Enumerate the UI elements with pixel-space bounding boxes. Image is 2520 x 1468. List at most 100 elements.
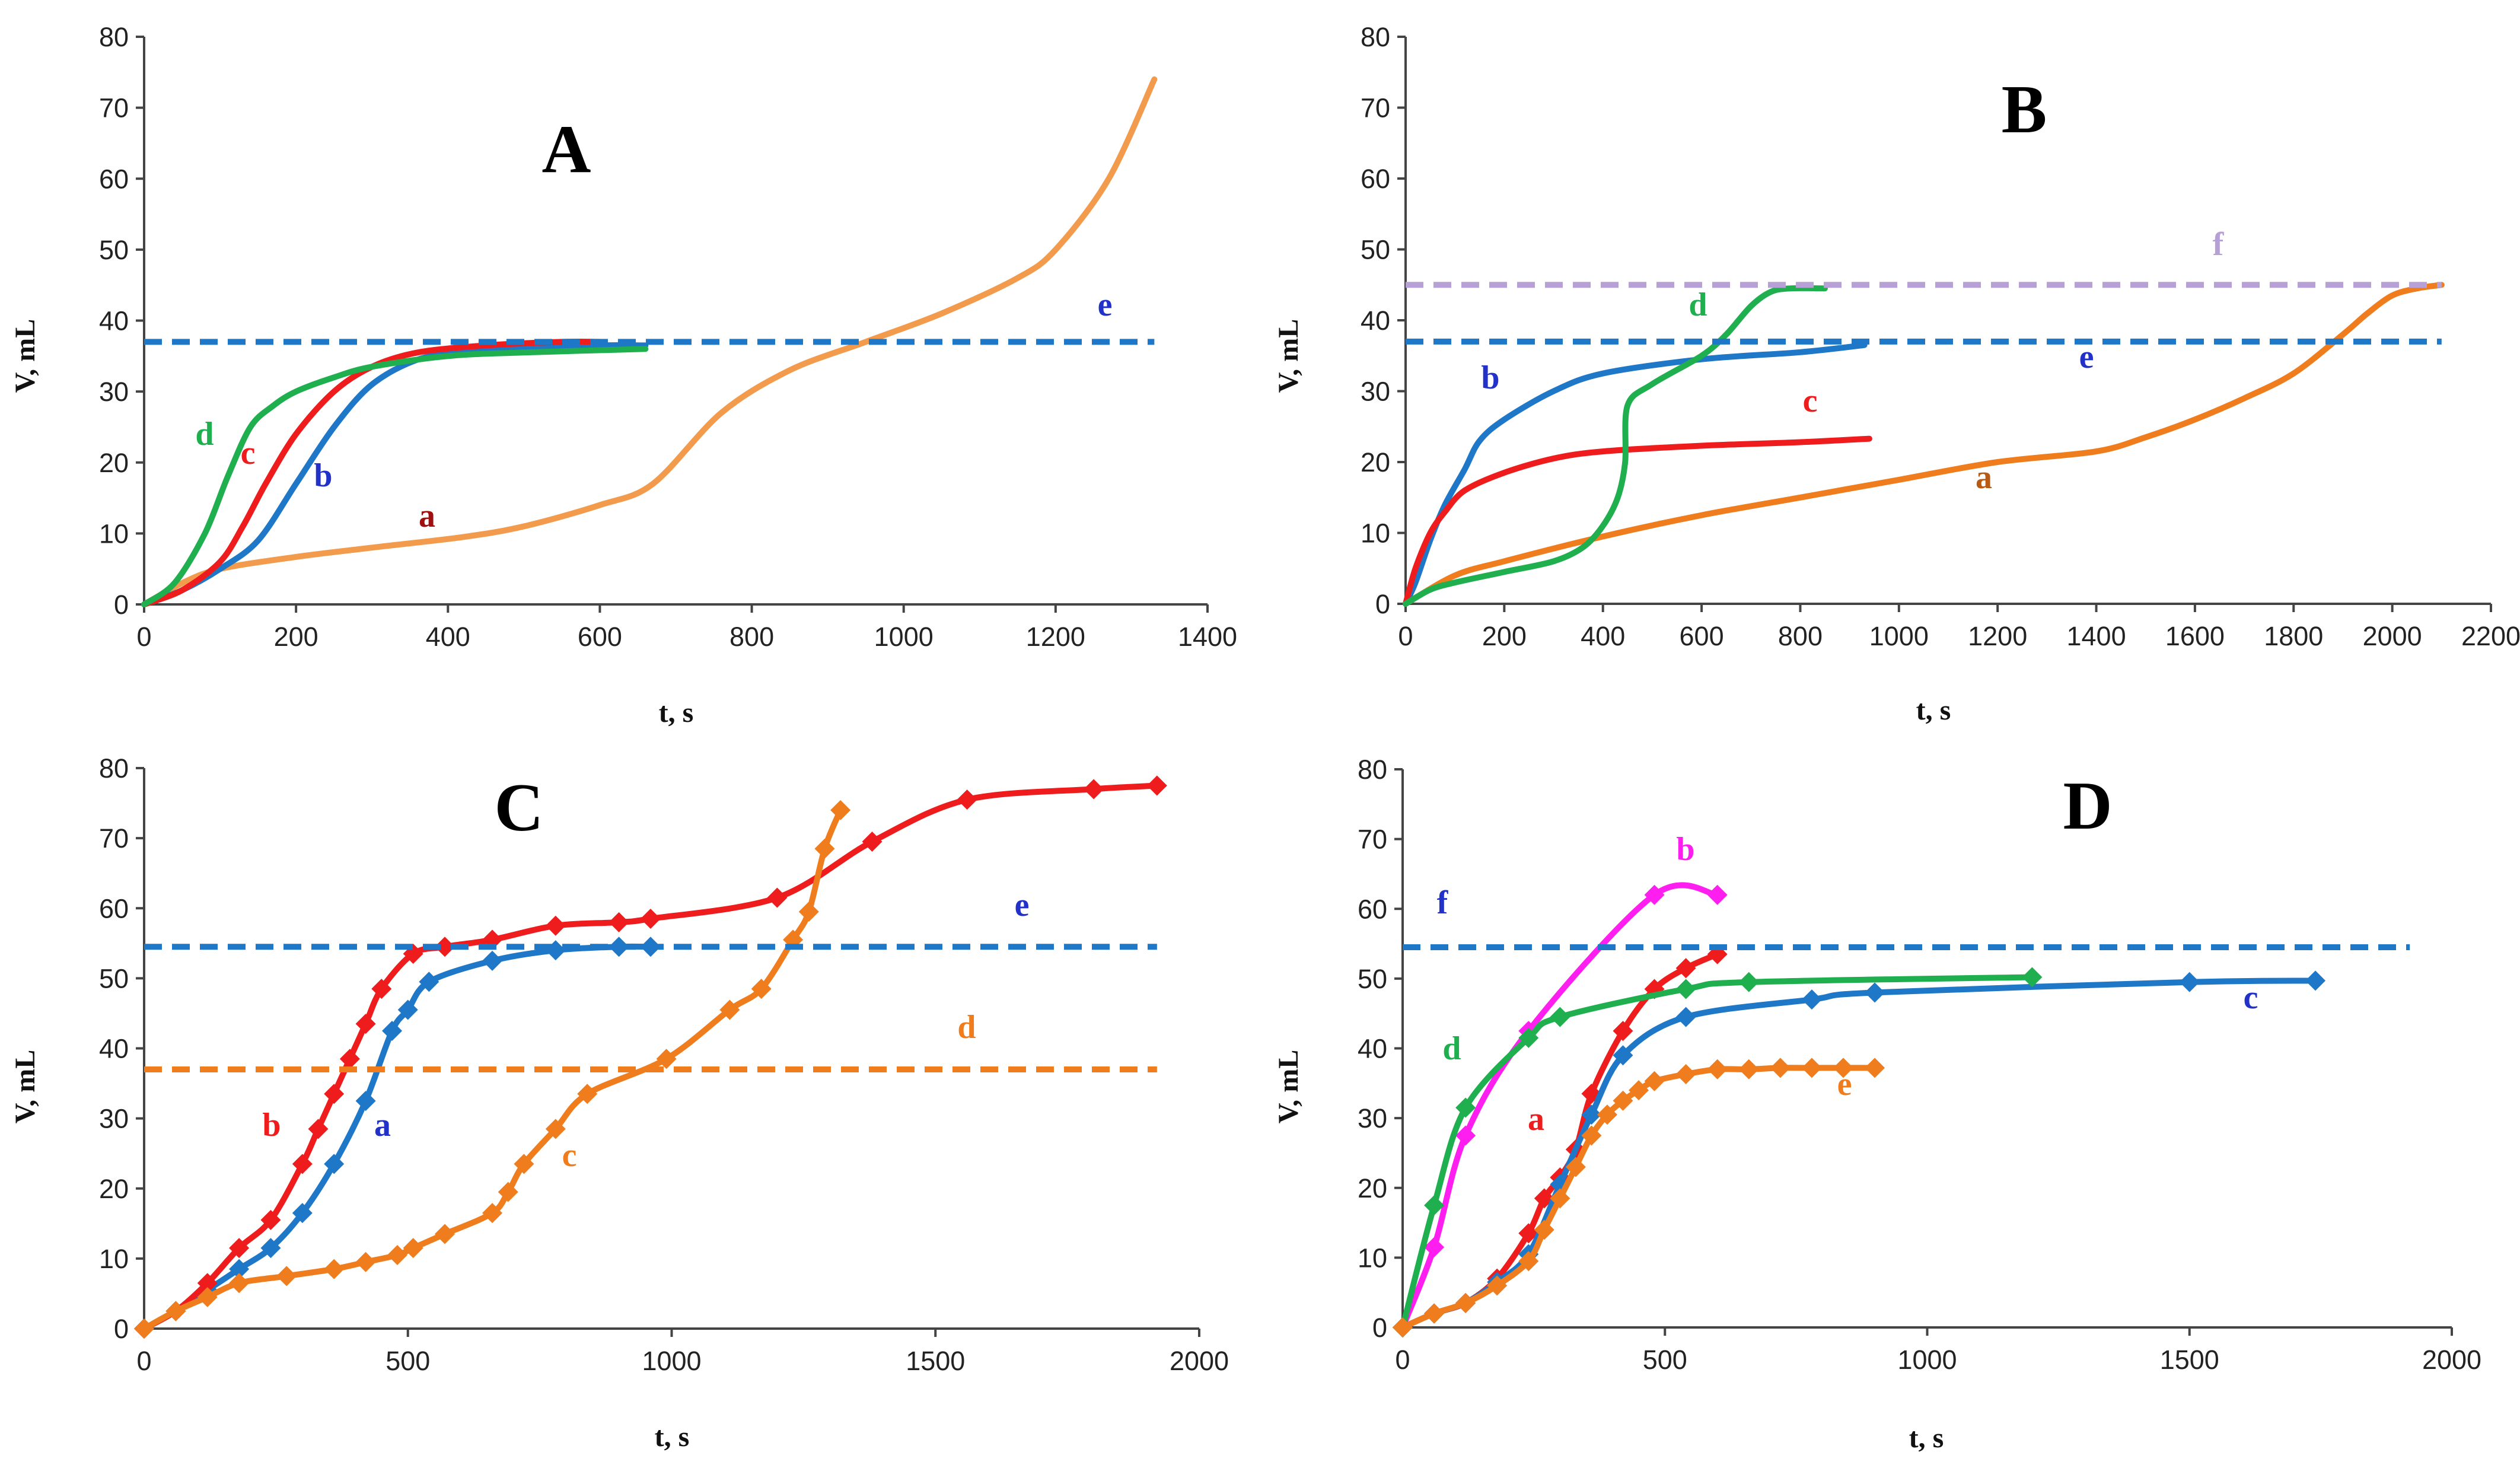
x-tick-label: 2200 [2461,621,2520,651]
data-point [1424,1303,1445,1324]
data-point [1534,1219,1554,1240]
y-tick-label: 40 [99,1034,129,1064]
y-tick-label: 70 [99,93,129,123]
y-tick-label: 70 [1361,93,1390,123]
data-point [308,1119,329,1139]
data-point [1644,884,1665,905]
data-point [830,800,851,820]
data-point [403,1238,423,1259]
series-label: e [1098,286,1113,323]
data-point [545,1119,566,1139]
data-point [397,999,418,1020]
x-tick-label: 2000 [1170,1346,1229,1376]
data-point [514,1154,534,1174]
x-tick-label: 200 [1482,621,1527,651]
data-point [1518,1027,1539,1048]
x-tick-label: 400 [426,622,470,652]
data-point [2179,972,2200,992]
data-point [498,1182,518,1202]
data-point [656,1049,677,1069]
data-point [767,887,788,908]
x-axis-label: t, s [1916,695,1951,726]
data-point [751,979,772,999]
x-tick-label: 500 [1643,1345,1687,1375]
data-point [957,789,977,810]
y-axis-label: V, mL [9,1050,41,1123]
series-f: f [1403,884,2410,950]
data-point [1597,1104,1617,1125]
data-point [355,1252,376,1272]
data-point [1707,884,1728,905]
data-point [862,832,883,852]
series-e: e [144,887,1157,950]
panel-title: A [541,112,591,187]
data-point [1833,1058,1853,1078]
axes: 0 10 20 30 40 50 60 70 80 0 500 1000 1500 2000 [1358,754,2481,1375]
series-b: b [1393,831,1728,1338]
series-line [1403,285,1828,607]
x-tick-label: 1800 [2264,621,2323,651]
x-tick-label: 1500 [2160,1345,2219,1375]
y-tick-label: 30 [1358,1103,1387,1133]
data-point [609,912,629,932]
data-point [1644,1071,1665,1091]
data-point [1518,1223,1539,1244]
series-a: a [1403,282,2445,607]
y-tick-label: 80 [99,753,129,784]
series-a: a [141,76,1158,607]
panel-title: B [2002,72,2047,147]
data-point [1518,1251,1539,1272]
y-tick-label: 50 [99,963,129,993]
panel-c: V, mL t, s C 0 10 20 30 40 50 60 70 80 0 500 1000 15… [9,753,1229,1453]
data-point [1738,972,1759,992]
data-point [1581,1104,1602,1125]
data-point [1565,1157,1586,1177]
y-tick-label: 30 [99,1104,129,1134]
x-tick-label: 200 [274,622,318,652]
data-point [229,1273,250,1294]
series-e: e [1406,338,2442,375]
data-point [2305,970,2326,991]
y-tick-label: 60 [1358,894,1387,924]
x-tick-label: 2000 [2363,621,2422,651]
data-point [482,950,503,971]
y-axis-label: V, mL [1273,319,1304,393]
y-tick-label: 10 [1361,518,1390,549]
y-tick-label: 0 [1372,1313,1387,1343]
data-point [2022,967,2043,988]
data-point [1613,1045,1633,1066]
series-label: b [1481,359,1499,396]
y-tick-label: 30 [99,377,129,407]
x-axis-label: t, s [1909,1422,1944,1454]
data-point [1865,1058,1885,1078]
series-d: d [144,1009,1157,1072]
y-tick-label: 20 [1358,1173,1387,1203]
data-point [1550,1007,1570,1027]
series-line [1403,342,1868,607]
series-label: b [1676,831,1694,868]
data-point [719,999,740,1020]
series-label: d [1442,1030,1461,1067]
series-label: d [957,1009,976,1046]
series-label: f [1437,884,1449,921]
series-line [1400,882,1721,1330]
data-point [1455,1097,1476,1118]
y-tick-label: 50 [1361,235,1390,265]
series-label: b [314,457,332,494]
y-tick-label: 0 [114,1314,129,1344]
x-tick-label: 0 [1395,1345,1410,1375]
data-point [1675,979,1696,999]
data-point [1770,1058,1791,1078]
data-point [1424,1237,1445,1257]
data-point [355,1091,376,1112]
series-line [141,338,603,607]
data-point [382,1020,403,1041]
data-point [1455,1125,1476,1146]
x-tick-label: 400 [1581,621,1625,651]
series-label: e [1837,1066,1852,1103]
panel-d: V, mL t, s D 0 10 20 30 40 50 60 70 80 0 500 1000 15… [1273,754,2481,1454]
x-tick-label: 1400 [1178,622,1237,652]
data-point [1629,1080,1649,1101]
series-d: d [1393,967,2043,1338]
